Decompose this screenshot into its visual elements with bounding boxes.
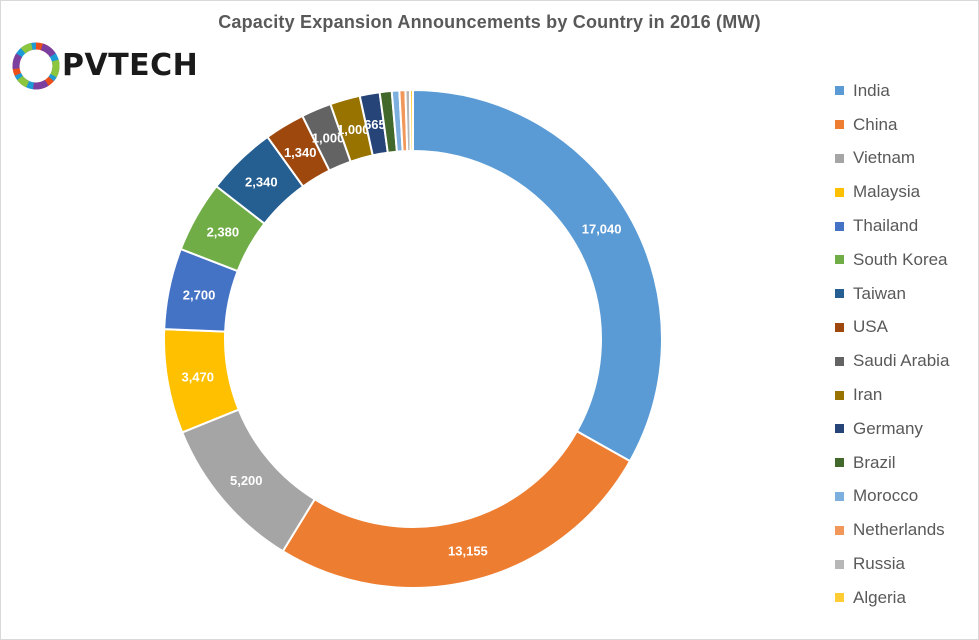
- legend-swatch: [835, 153, 844, 163]
- data-label-malaysia: 3,470: [181, 370, 214, 385]
- data-label-china: 13,155: [448, 543, 488, 558]
- data-label-saudi-arabia: 1,000: [312, 131, 345, 146]
- legend-label: Malaysia: [853, 182, 921, 202]
- legend-swatch: [835, 525, 844, 535]
- legend-swatch: [835, 491, 844, 501]
- legend-label: Taiwan: [853, 283, 906, 303]
- legend-item-vietnam: Vietnam: [835, 142, 979, 176]
- legend-label: Iran: [853, 385, 883, 405]
- pvtech-logo: PVTECH: [12, 36, 212, 96]
- donut-slice-china: [281, 429, 632, 589]
- legend-swatch: [835, 390, 844, 400]
- pvtech-logo-emblem-icon: [12, 42, 60, 90]
- legend-swatch: [835, 356, 844, 366]
- legend-item-russia: Russia: [835, 547, 979, 581]
- data-label-germany: 665: [364, 117, 386, 132]
- legend-swatch: [835, 322, 844, 332]
- data-label-india: 17,040: [582, 222, 622, 237]
- legend-label: Morocco: [853, 486, 919, 506]
- legend-label: India: [853, 80, 890, 100]
- legend-item-iran: Iran: [835, 378, 979, 412]
- legend-label: South Korea: [853, 249, 948, 269]
- legend-label: Russia: [853, 554, 905, 574]
- legend-swatch: [835, 86, 844, 96]
- donut-slice-algeria: [408, 88, 414, 153]
- legend-label: Vietnam: [853, 148, 916, 168]
- legend-item-south-korea: South Korea: [835, 243, 979, 277]
- legend-item-usa: USA: [835, 311, 979, 345]
- legend-label: Thailand: [853, 216, 919, 236]
- data-label-usa: 1,340: [284, 145, 317, 160]
- data-label-taiwan: 2,340: [245, 175, 278, 190]
- donut-slice-india: [412, 88, 663, 463]
- legend-swatch: [835, 120, 844, 130]
- legend-item-thailand: Thailand: [835, 209, 979, 243]
- legend-item-netherlands: Netherlands: [835, 513, 979, 547]
- legend-swatch: [835, 187, 844, 197]
- legend-label: Netherlands: [853, 520, 945, 540]
- legend-label: Brazil: [853, 452, 896, 472]
- data-label-iran: 1,000: [337, 122, 370, 137]
- legend-label: USA: [853, 317, 888, 337]
- legend-swatch: [835, 221, 844, 231]
- legend-item-taiwan: Taiwan: [835, 277, 979, 311]
- legend-swatch: [835, 289, 844, 299]
- legend-item-saudi-arabia: Saudi Arabia: [835, 344, 979, 378]
- legend-item-algeria: Algeria: [835, 581, 979, 615]
- legend-item-germany: Germany: [835, 412, 979, 446]
- data-label-thailand: 2,700: [183, 288, 216, 303]
- legend-label: China: [853, 114, 898, 134]
- legend-swatch: [835, 424, 844, 434]
- chart-title: Capacity Expansion Announcements by Coun…: [218, 12, 761, 32]
- legend-swatch: [835, 255, 844, 265]
- legend-swatch: [835, 559, 844, 569]
- legend-swatch: [835, 458, 844, 468]
- pvtech-logo-text: PVTECH: [62, 48, 199, 83]
- legend-label: Algeria: [853, 587, 906, 607]
- legend-swatch: [835, 593, 844, 603]
- legend-item-china: China: [835, 108, 979, 142]
- legend-item-malaysia: Malaysia: [835, 175, 979, 209]
- legend-item-india: India: [835, 74, 979, 108]
- legend-label: Saudi Arabia: [853, 351, 950, 371]
- legend-label: Germany: [853, 418, 923, 438]
- legend-item-morocco: Morocco: [835, 480, 979, 514]
- legend-item-brazil: Brazil: [835, 446, 979, 480]
- data-label-vietnam: 5,200: [230, 473, 263, 488]
- data-label-south-korea: 2,380: [207, 224, 240, 239]
- chart-legend: India China Vietnam Malaysia Thailand South K…: [835, 74, 979, 615]
